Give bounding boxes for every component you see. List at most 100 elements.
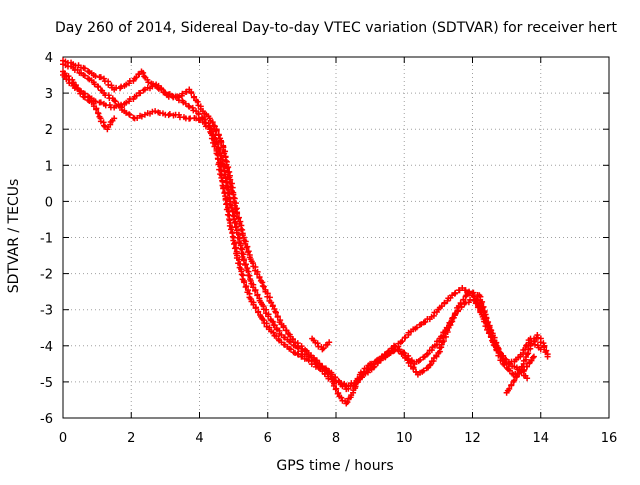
data-point	[118, 101, 125, 108]
data-point	[413, 324, 420, 331]
data-point	[225, 164, 232, 171]
data-point	[218, 139, 225, 146]
data-point	[158, 85, 165, 92]
data-point	[287, 346, 294, 353]
data-point	[209, 119, 216, 126]
data-point	[511, 377, 518, 384]
data-point	[81, 72, 88, 79]
data-point	[231, 245, 238, 252]
y-tick-label: 1	[45, 159, 53, 174]
data-point	[152, 108, 159, 115]
data-point	[402, 334, 409, 341]
series-track-4	[60, 57, 544, 389]
data-point	[460, 296, 467, 303]
data-point	[126, 111, 133, 118]
data-point	[81, 90, 88, 97]
data-point	[524, 375, 531, 382]
data-point	[133, 74, 140, 81]
data-point	[252, 287, 259, 294]
data-point	[544, 353, 551, 360]
data-point	[97, 74, 104, 81]
data-point	[424, 350, 431, 357]
data-series	[60, 57, 551, 407]
data-point	[513, 373, 520, 380]
data-point	[170, 94, 177, 101]
data-point	[95, 84, 102, 91]
data-point	[179, 90, 186, 97]
data-point	[500, 352, 507, 359]
data-point	[194, 98, 201, 105]
data-point	[420, 367, 427, 374]
series-track-1	[60, 68, 118, 133]
data-point	[230, 241, 237, 248]
y-tick-label: 0	[45, 195, 53, 210]
data-point	[494, 345, 501, 352]
data-point	[516, 367, 523, 374]
data-point	[95, 110, 102, 117]
data-point	[166, 111, 173, 118]
data-point	[92, 73, 99, 80]
data-point	[450, 314, 457, 321]
data-point	[97, 99, 104, 106]
data-point	[235, 231, 242, 238]
data-point	[410, 365, 417, 372]
data-point	[188, 90, 195, 97]
data-point	[457, 299, 464, 306]
data-point	[235, 215, 242, 222]
data-point	[283, 327, 290, 334]
data-point	[270, 329, 277, 336]
y-axis-label: SDTVAR / TECUs	[6, 179, 22, 294]
data-point	[238, 226, 245, 233]
data-point	[530, 353, 537, 360]
data-point	[195, 111, 202, 118]
data-point	[375, 356, 382, 363]
data-point	[260, 283, 267, 290]
x-tick-label: 0	[59, 431, 67, 446]
data-point	[274, 313, 281, 320]
y-tick-label: 2	[45, 123, 53, 138]
data-point	[232, 206, 239, 213]
data-point	[379, 353, 386, 360]
data-point	[112, 98, 119, 105]
data-point	[252, 305, 259, 312]
data-point	[243, 244, 250, 251]
y-tick-label: -1	[40, 232, 53, 247]
data-point	[399, 338, 406, 345]
data-point	[111, 97, 118, 104]
x-tick-label: 6	[264, 431, 272, 446]
x-tick-label: 16	[601, 431, 618, 446]
data-point	[137, 90, 144, 97]
data-point	[240, 257, 247, 264]
data-point	[81, 65, 88, 72]
data-point	[231, 219, 238, 226]
y-tick-label: -5	[40, 376, 53, 391]
data-point	[324, 370, 331, 377]
y-tick-label: -3	[40, 304, 53, 319]
data-point	[417, 356, 424, 363]
data-point	[100, 122, 107, 129]
data-point	[295, 351, 302, 358]
data-point	[423, 351, 430, 358]
data-point	[541, 344, 548, 351]
data-point	[479, 304, 486, 311]
data-point	[111, 115, 118, 122]
data-point	[228, 180, 235, 187]
series-track-5	[309, 335, 333, 353]
data-point	[326, 339, 333, 346]
data-point	[244, 243, 251, 250]
x-axis-label: GPS time / hours	[276, 458, 393, 474]
data-point	[427, 361, 434, 368]
data-point	[452, 289, 459, 296]
data-point	[428, 347, 435, 354]
data-point	[367, 365, 374, 372]
data-point	[242, 283, 249, 290]
data-point	[93, 106, 100, 113]
chart-title: Day 260 of 2014, Sidereal Day-to-day VTE…	[55, 20, 617, 36]
data-point	[462, 287, 469, 294]
data-point	[395, 347, 402, 354]
data-point	[238, 271, 245, 278]
y-tick-label: 3	[45, 87, 53, 102]
data-point	[242, 262, 249, 269]
